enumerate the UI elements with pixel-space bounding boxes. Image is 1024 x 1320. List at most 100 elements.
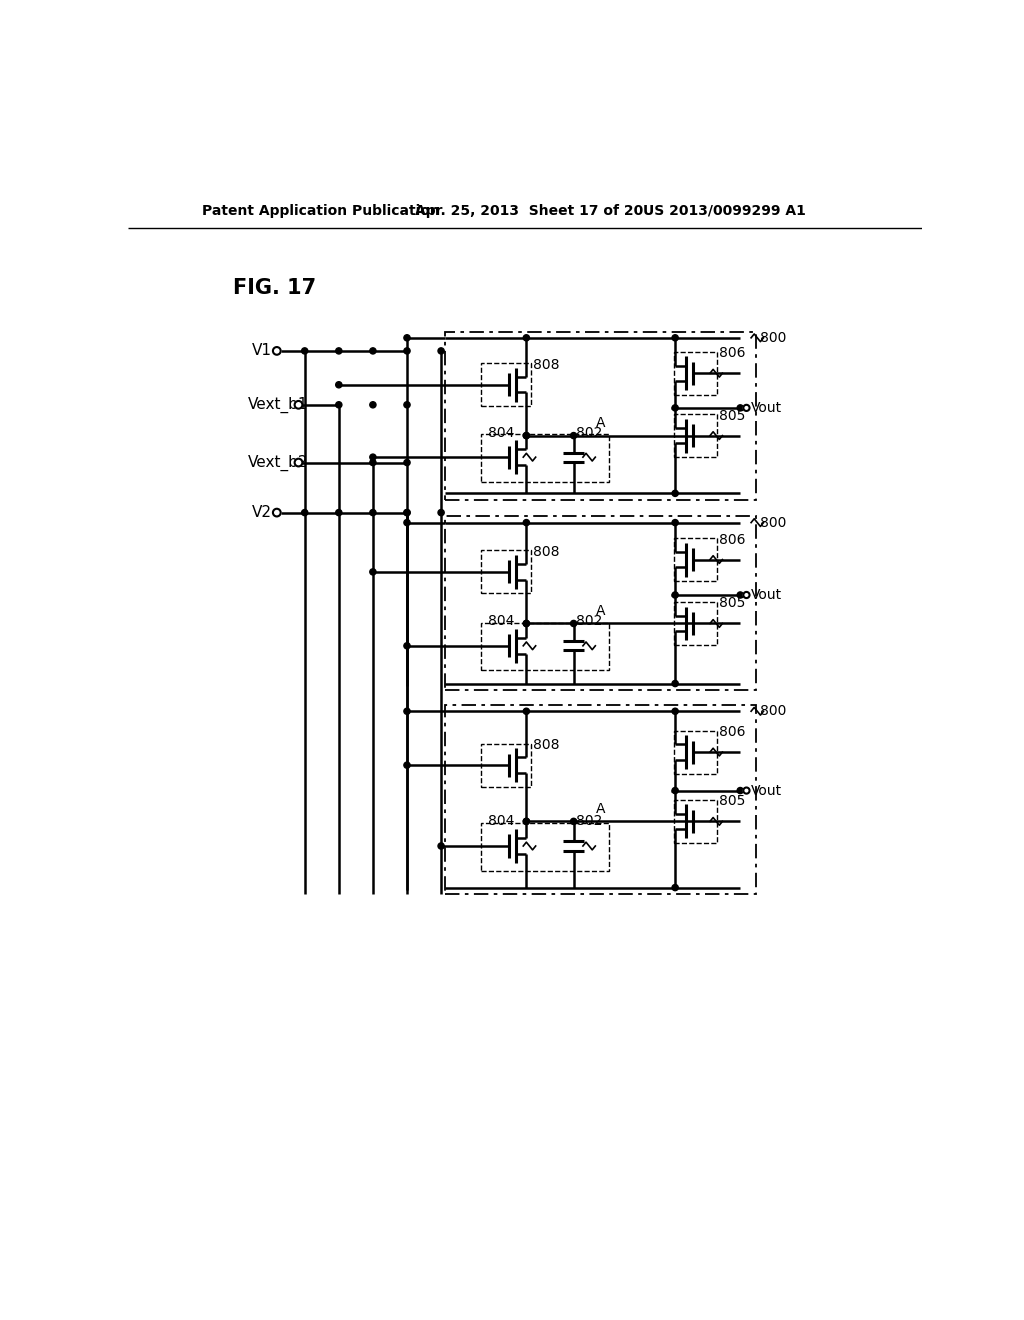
Text: A: A — [596, 605, 605, 618]
Circle shape — [336, 348, 342, 354]
Circle shape — [672, 788, 678, 793]
Text: V2: V2 — [252, 506, 272, 520]
Circle shape — [370, 348, 376, 354]
Text: 800: 800 — [760, 516, 786, 529]
Circle shape — [570, 433, 577, 438]
Circle shape — [570, 620, 577, 627]
Text: 804: 804 — [488, 814, 515, 829]
Circle shape — [523, 620, 529, 627]
Bar — [675, 414, 717, 457]
Text: Vext_b1: Vext_b1 — [248, 397, 308, 413]
Text: 800: 800 — [760, 705, 786, 718]
Circle shape — [743, 591, 750, 598]
Text: A: A — [596, 416, 605, 430]
Bar — [675, 539, 717, 581]
Circle shape — [743, 788, 750, 793]
Text: V1: V1 — [252, 343, 272, 359]
Circle shape — [523, 708, 529, 714]
Text: FIG. 17: FIG. 17 — [232, 277, 315, 298]
Circle shape — [403, 510, 410, 516]
Bar — [480, 550, 531, 594]
Circle shape — [672, 490, 678, 496]
Text: Vout: Vout — [751, 784, 782, 797]
Circle shape — [370, 510, 376, 516]
Circle shape — [737, 788, 743, 793]
Bar — [675, 602, 717, 645]
Bar — [675, 800, 717, 843]
Circle shape — [438, 348, 444, 354]
Text: Patent Application Publication: Patent Application Publication — [202, 203, 439, 218]
Circle shape — [672, 708, 678, 714]
Text: 808: 808 — [532, 358, 559, 372]
Circle shape — [403, 708, 410, 714]
Text: 802: 802 — [575, 814, 602, 829]
Circle shape — [438, 843, 444, 849]
Circle shape — [403, 762, 410, 768]
Circle shape — [370, 401, 376, 408]
Circle shape — [672, 405, 678, 411]
Circle shape — [403, 459, 410, 466]
Circle shape — [403, 348, 410, 354]
Circle shape — [523, 433, 529, 438]
Text: 804: 804 — [488, 614, 515, 628]
Circle shape — [403, 643, 410, 649]
Circle shape — [737, 405, 743, 411]
Text: 802: 802 — [575, 425, 602, 440]
Text: 808: 808 — [532, 545, 559, 558]
Text: 808: 808 — [532, 738, 559, 752]
Text: 804: 804 — [488, 425, 515, 440]
Text: 800: 800 — [760, 331, 786, 345]
Bar — [675, 730, 717, 774]
Circle shape — [403, 335, 410, 341]
Circle shape — [336, 401, 342, 408]
Bar — [445, 331, 756, 499]
Circle shape — [523, 818, 529, 825]
Circle shape — [336, 381, 342, 388]
Text: 805: 805 — [719, 409, 745, 422]
Circle shape — [273, 508, 281, 516]
Text: 805: 805 — [719, 795, 745, 808]
Circle shape — [743, 405, 750, 411]
Circle shape — [336, 510, 342, 516]
Circle shape — [403, 401, 410, 408]
Circle shape — [672, 520, 678, 525]
Circle shape — [672, 884, 678, 891]
Text: Vout: Vout — [751, 401, 782, 414]
Circle shape — [273, 347, 281, 355]
Circle shape — [295, 459, 302, 466]
Bar — [480, 822, 608, 871]
Circle shape — [370, 454, 376, 461]
Text: 806: 806 — [719, 346, 745, 360]
Circle shape — [672, 681, 678, 686]
Bar — [480, 743, 531, 787]
Text: Apr. 25, 2013  Sheet 17 of 20: Apr. 25, 2013 Sheet 17 of 20 — [415, 203, 643, 218]
Circle shape — [523, 520, 529, 525]
Circle shape — [370, 569, 376, 576]
Text: US 2013/0099299 A1: US 2013/0099299 A1 — [643, 203, 806, 218]
Bar — [480, 434, 608, 482]
Circle shape — [302, 510, 308, 516]
Text: A: A — [596, 803, 605, 816]
Bar — [675, 351, 717, 395]
Circle shape — [672, 335, 678, 341]
Bar — [480, 623, 608, 671]
Circle shape — [403, 510, 410, 516]
Circle shape — [438, 510, 444, 516]
Bar — [445, 705, 756, 894]
Text: Vout: Vout — [751, 587, 782, 602]
Circle shape — [370, 459, 376, 466]
Circle shape — [737, 591, 743, 598]
Text: 806: 806 — [719, 725, 745, 739]
Circle shape — [523, 433, 529, 438]
Text: 802: 802 — [575, 614, 602, 628]
Bar — [445, 516, 756, 689]
Circle shape — [672, 591, 678, 598]
Circle shape — [523, 335, 529, 341]
Circle shape — [302, 348, 308, 354]
Bar — [480, 363, 531, 407]
Circle shape — [523, 818, 529, 825]
Circle shape — [295, 401, 302, 409]
Text: 806: 806 — [719, 532, 745, 546]
Text: Vext_b2: Vext_b2 — [248, 454, 308, 471]
Circle shape — [523, 620, 529, 627]
